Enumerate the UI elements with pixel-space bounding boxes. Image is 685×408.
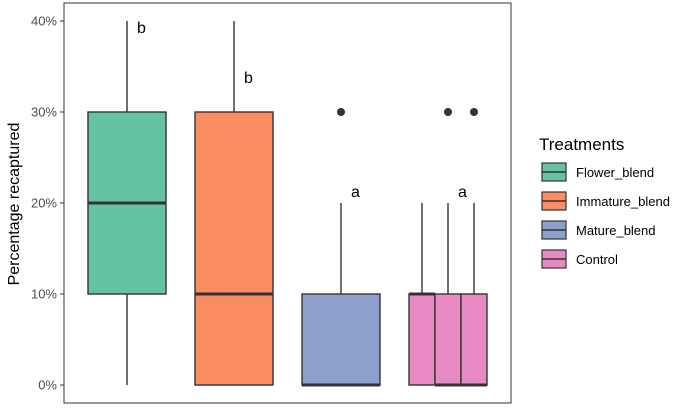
legend-label: Immature_blend	[576, 194, 670, 209]
significance-letter: a	[351, 184, 360, 201]
legend-label: Mature_blend	[576, 223, 656, 238]
legend-title: Treatments	[539, 135, 624, 154]
legend-label: Flower_blend	[576, 165, 654, 180]
outlier-point	[470, 108, 478, 116]
box-body	[434, 293, 462, 386]
y-tick-label: 10%	[31, 287, 57, 302]
legend-label: Control	[576, 252, 618, 267]
box-body	[408, 293, 436, 386]
y-axis: 0% 10% 20% 30% 40%	[31, 14, 64, 393]
significance-letter: b	[244, 70, 253, 87]
plot-marks: b b a a	[87, 20, 488, 387]
y-axis-title: Percentage recaptured	[6, 123, 23, 286]
y-tick-label: 0%	[38, 378, 57, 393]
box-body	[301, 293, 381, 386]
y-tick-label: 40%	[31, 14, 57, 29]
y-tick-label: 30%	[31, 105, 57, 120]
outlier-point	[337, 108, 345, 116]
box-body	[194, 111, 274, 386]
box-body	[460, 293, 488, 386]
significance-letter: b	[137, 20, 146, 37]
legend: Treatments Flower_blend Immature_blend Mat…	[539, 135, 670, 269]
significance-letter: a	[458, 184, 467, 201]
outlier-point	[444, 108, 452, 116]
y-tick-label: 20%	[31, 196, 57, 211]
